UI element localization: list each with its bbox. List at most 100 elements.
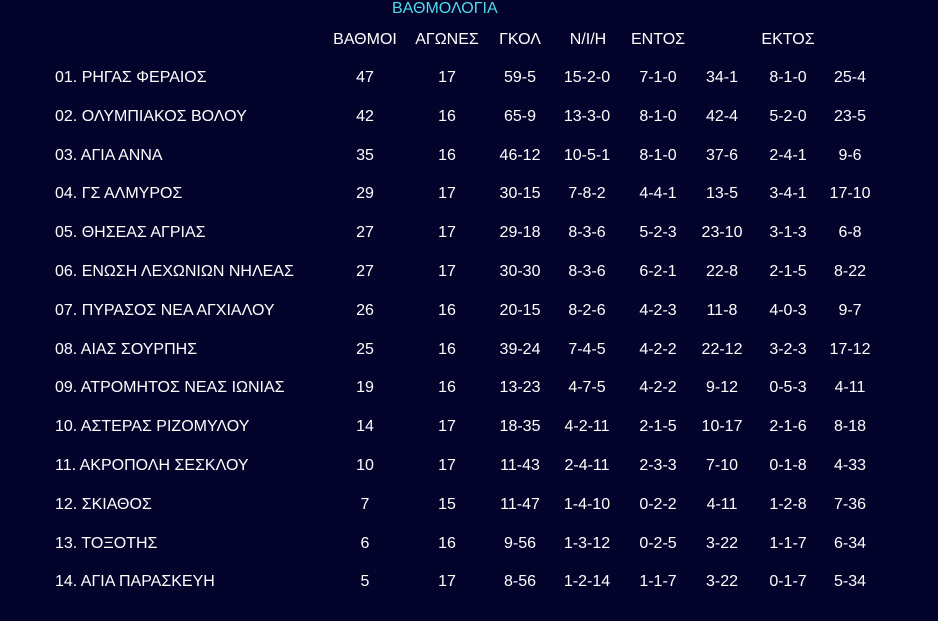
cell-away-record: 3-2-3 (769, 340, 807, 358)
cell-matches: 17 (438, 224, 456, 242)
cell-home-record: 2-1-5 (639, 418, 677, 436)
cell-away-record: 1-2-8 (769, 495, 807, 513)
cell-home-goals: 42-4 (705, 107, 739, 125)
table-row: 12. ΣΚΙΑΘΟΣ 7 15 11-47 1-4-10 0-2-2 4-11 1-2-8 7… (0, 493, 938, 517)
table-row: 10. ΑΣΤΕΡΑΣ ΡΙΖΟΜΥΛΟΥ 14 17 18-35 4-2-11 2-1-… (0, 415, 938, 439)
cell-home-goals: 3-22 (705, 534, 739, 552)
cell-goals: 39-24 (499, 340, 541, 358)
cell-points: 7 (360, 495, 370, 513)
cell-wdl: 1-3-12 (563, 534, 611, 552)
cell-goals: 9-56 (503, 534, 537, 552)
cell-wdl: 13-3-0 (563, 107, 611, 125)
cell-goals: 20-15 (499, 301, 541, 319)
cell-wdl: 10-5-1 (563, 146, 611, 164)
table-row: 08. ΑΙΑΣ ΣΟΥΡΠΗΣ 25 16 39-24 7-4-5 4-2-2 22-12… (0, 338, 938, 362)
cell-goals: 46-12 (499, 146, 541, 164)
team-name: 04. ΓΣ ΑΛΜΥΡΟΣ (55, 185, 183, 203)
cell-home-goals: 10-17 (701, 418, 743, 436)
cell-matches: 17 (438, 185, 456, 203)
table-row: 06. ΕΝΩΣΗ ΛΕΧΩΝΙΩΝ ΝΗΛΕΑΣ 27 17 30-30 8-3-6 6… (0, 260, 938, 284)
cell-away-goals: 7-36 (833, 495, 867, 513)
cell-home-record: 8-1-0 (639, 146, 677, 164)
cell-matches: 15 (438, 495, 456, 513)
cell-away-goals: 8-18 (833, 418, 867, 436)
cell-away-goals: 4-33 (833, 457, 867, 474)
cell-matches: 16 (438, 146, 456, 164)
team-name: 03. ΑΓΙΑ ΑΝΝΑ (55, 146, 163, 164)
table-row: 04. ΓΣ ΑΛΜΥΡΟΣ 29 17 30-15 7-8-2 4-4-1 13-5 3-4… (0, 182, 938, 206)
team-name: 10. ΑΣΤΕΡΑΣ ΡΙΖΟΜΥΛΟΥ (55, 418, 250, 436)
team-name: 08. ΑΙΑΣ ΣΟΥΡΠΗΣ (55, 340, 198, 358)
cell-away-goals: 8-22 (833, 263, 867, 280)
table-row: 03. ΑΓΙΑ ΑΝΝΑ 35 16 46-12 10-5-1 8-1-0 37-6 2-4… (0, 144, 938, 168)
team-name: 01. ΡΗΓΑΣ ΦΕΡΑΙΟΣ (55, 69, 207, 86)
cell-home-goals: 37-6 (705, 146, 739, 164)
cell-matches: 16 (438, 340, 456, 358)
cell-wdl: 8-2-6 (568, 301, 606, 319)
cell-wdl: 4-7-5 (568, 379, 606, 397)
cell-home-goals: 23-10 (701, 224, 743, 242)
cell-matches: 17 (438, 573, 456, 591)
cell-home-goals: 22-12 (701, 340, 743, 358)
cell-wdl: 15-2-0 (563, 69, 611, 86)
standings-title: ΒΑΘΜΟΛΟΓΙΑ (392, 0, 498, 17)
cell-away-goals: 23-5 (833, 107, 867, 125)
cell-home-goals: 34-1 (705, 69, 739, 86)
cell-home-record: 2-3-3 (639, 457, 677, 474)
cell-points: 42 (356, 107, 374, 125)
cell-goals: 11-47 (500, 495, 540, 513)
team-name: 09. ΑΤΡΟΜΗΤΟΣ ΝΕΑΣ ΙΩΝΙΑΣ (55, 379, 285, 397)
cell-home-goals: 22-8 (705, 263, 739, 280)
cell-wdl: 7-8-2 (568, 185, 606, 203)
cell-points: 26 (356, 301, 374, 319)
cell-points: 19 (356, 379, 374, 397)
cell-wdl: 7-4-5 (568, 340, 606, 358)
cell-away-goals: 17-10 (829, 185, 871, 203)
header-home: ΕΝΤΟΣ (630, 31, 686, 48)
cell-goals: 13-23 (499, 379, 541, 397)
cell-away-record: 0-1-7 (769, 573, 807, 591)
cell-home-record: 1-1-7 (639, 573, 677, 591)
cell-goals: 30-30 (499, 263, 541, 280)
team-name: 02. ΟΛΥΜΠΙΑΚΟΣ ΒΟΛΟΥ (55, 107, 247, 125)
cell-home-record: 4-2-2 (639, 379, 677, 397)
cell-away-record: 3-4-1 (769, 185, 807, 203)
cell-home-record: 4-4-1 (639, 185, 677, 203)
cell-away-record: 2-1-6 (769, 418, 807, 436)
cell-away-record: 8-1-0 (769, 69, 807, 86)
cell-away-record: 0-5-3 (769, 379, 807, 397)
cell-home-goals: 3-22 (705, 573, 739, 591)
cell-away-goals: 4-11 (834, 379, 866, 397)
table-row: 09. ΑΤΡΟΜΗΤΟΣ ΝΕΑΣ ΙΩΝΙΑΣ 19 16 13-23 4-7-5 4… (0, 376, 938, 400)
cell-away-record: 1-1-7 (769, 534, 807, 552)
cell-away-goals: 6-34 (833, 534, 867, 552)
cell-home-goals: 9-12 (705, 379, 739, 397)
cell-goals: 18-35 (499, 418, 541, 436)
cell-points: 6 (360, 534, 370, 552)
cell-home-goals: 13-5 (705, 185, 739, 203)
header-wdl: Ν/Ι/Η (569, 31, 607, 48)
cell-home-record: 0-2-2 (639, 495, 677, 513)
cell-matches: 17 (438, 263, 456, 280)
table-row: 02. ΟΛΥΜΠΙΑΚΟΣ ΒΟΛΟΥ 42 16 65-9 13-3-0 8-1-0 4… (0, 105, 938, 129)
cell-matches: 16 (438, 107, 456, 125)
cell-away-record: 2-4-1 (769, 146, 807, 164)
cell-points: 5 (360, 573, 370, 591)
cell-away-record: 2-1-5 (769, 263, 807, 280)
cell-points: 35 (356, 146, 374, 164)
team-name: 13. ΤΟΞΟΤΗΣ (55, 534, 158, 552)
cell-wdl: 4-2-11 (564, 418, 610, 436)
cell-points: 29 (356, 185, 374, 203)
header-points: ΒΑΘΜΟΙ (333, 31, 397, 48)
team-name: 14. ΑΓΙΑ ΠΑΡΑΣΚΕΥΗ (55, 573, 215, 591)
cell-matches: 16 (438, 301, 456, 319)
cell-goals: 11-43 (500, 457, 540, 474)
cell-away-goals: 17-12 (829, 340, 871, 358)
cell-wdl: 8-3-6 (568, 224, 606, 242)
cell-matches: 16 (438, 534, 456, 552)
cell-away-record: 0-1-8 (769, 457, 807, 474)
cell-home-record: 7-1-0 (639, 69, 677, 86)
table-row: 01. ΡΗΓΑΣ ΦΕΡΑΙΟΣ 47 17 59-5 15-2-0 7-1-0 34-1… (0, 66, 938, 90)
cell-wdl: 2-4-11 (564, 457, 610, 474)
cell-home-record: 8-1-0 (639, 107, 677, 125)
